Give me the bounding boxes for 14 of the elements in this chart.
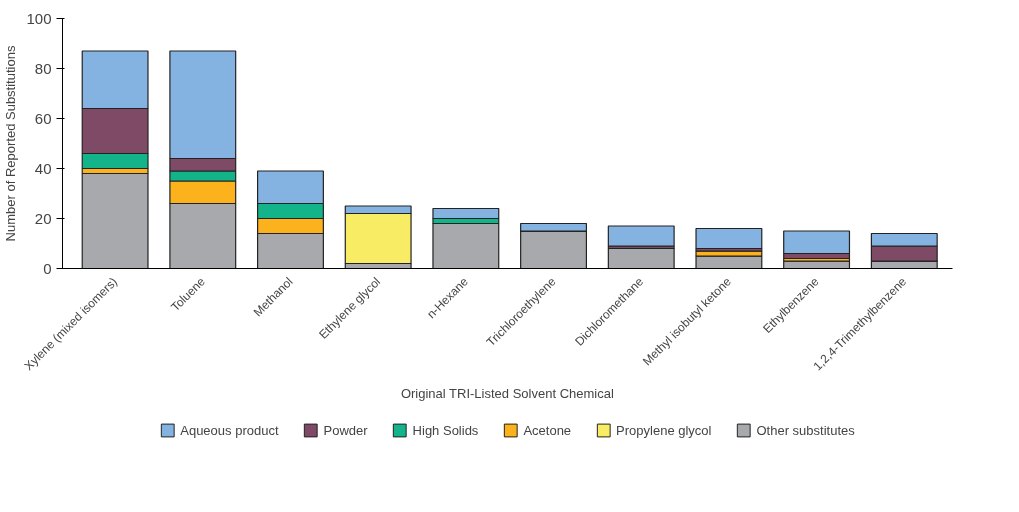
legend-label: Powder: [323, 422, 368, 438]
y-axis-title: Number of Reported Substitutions: [3, 45, 19, 242]
legend-label: Aqueous product: [180, 422, 279, 438]
y-tick-label: 0: [43, 259, 52, 277]
legend-label: Acetone: [523, 422, 572, 438]
legend-label: Other substitutes: [756, 422, 855, 438]
y-tick-label: 60: [34, 109, 52, 127]
y-tick-label: 80: [34, 59, 52, 77]
y-tick-label: 20: [34, 209, 52, 227]
x-axis-title: Original TRI-Listed Solvent Chemical: [400, 386, 614, 402]
legend-label: High Solids: [412, 422, 479, 438]
legend-label: Propylene glycol: [616, 422, 712, 438]
y-tick-label: 40: [34, 159, 52, 177]
y-tick-label: 100: [26, 9, 52, 27]
